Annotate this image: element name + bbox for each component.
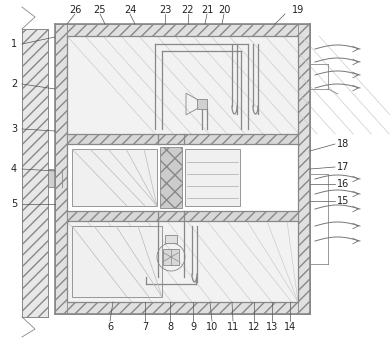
Text: 22: 22 bbox=[182, 5, 194, 15]
Text: 4: 4 bbox=[11, 164, 17, 174]
Bar bbox=[163, 249, 179, 265]
Bar bbox=[185, 149, 240, 206]
Bar bbox=[298, 24, 310, 314]
Text: 3: 3 bbox=[11, 124, 17, 134]
Text: 21: 21 bbox=[201, 5, 213, 15]
Text: 12: 12 bbox=[248, 322, 260, 332]
Text: 9: 9 bbox=[190, 322, 196, 332]
Bar bbox=[67, 36, 298, 134]
Text: 13: 13 bbox=[266, 322, 278, 332]
Bar bbox=[55, 24, 67, 314]
Text: 19: 19 bbox=[292, 5, 304, 15]
Text: 18: 18 bbox=[337, 139, 349, 149]
Text: 20: 20 bbox=[218, 5, 230, 15]
Bar bbox=[22, 29, 48, 317]
Text: 1: 1 bbox=[11, 39, 17, 49]
Text: 11: 11 bbox=[227, 322, 239, 332]
Text: 25: 25 bbox=[94, 5, 106, 15]
Text: 8: 8 bbox=[167, 322, 173, 332]
Bar bbox=[55, 302, 310, 314]
Bar bbox=[72, 226, 162, 297]
Bar bbox=[72, 149, 157, 206]
Bar bbox=[55, 24, 310, 36]
Text: 14: 14 bbox=[284, 322, 296, 332]
Bar bbox=[48, 169, 62, 187]
Text: 15: 15 bbox=[337, 196, 349, 206]
Bar bbox=[165, 235, 177, 243]
Text: 5: 5 bbox=[11, 199, 17, 209]
Bar bbox=[67, 221, 298, 302]
Text: 26: 26 bbox=[69, 5, 81, 15]
Bar bbox=[67, 134, 298, 144]
Text: 10: 10 bbox=[206, 322, 218, 332]
Text: 16: 16 bbox=[337, 179, 349, 189]
Text: 2: 2 bbox=[11, 79, 17, 89]
Text: 23: 23 bbox=[159, 5, 171, 15]
Text: 24: 24 bbox=[124, 5, 136, 15]
Text: 6: 6 bbox=[107, 322, 113, 332]
Text: 17: 17 bbox=[337, 162, 349, 172]
Bar bbox=[160, 147, 182, 208]
Bar bbox=[197, 99, 207, 109]
Bar bbox=[67, 211, 298, 221]
Text: 7: 7 bbox=[142, 322, 148, 332]
